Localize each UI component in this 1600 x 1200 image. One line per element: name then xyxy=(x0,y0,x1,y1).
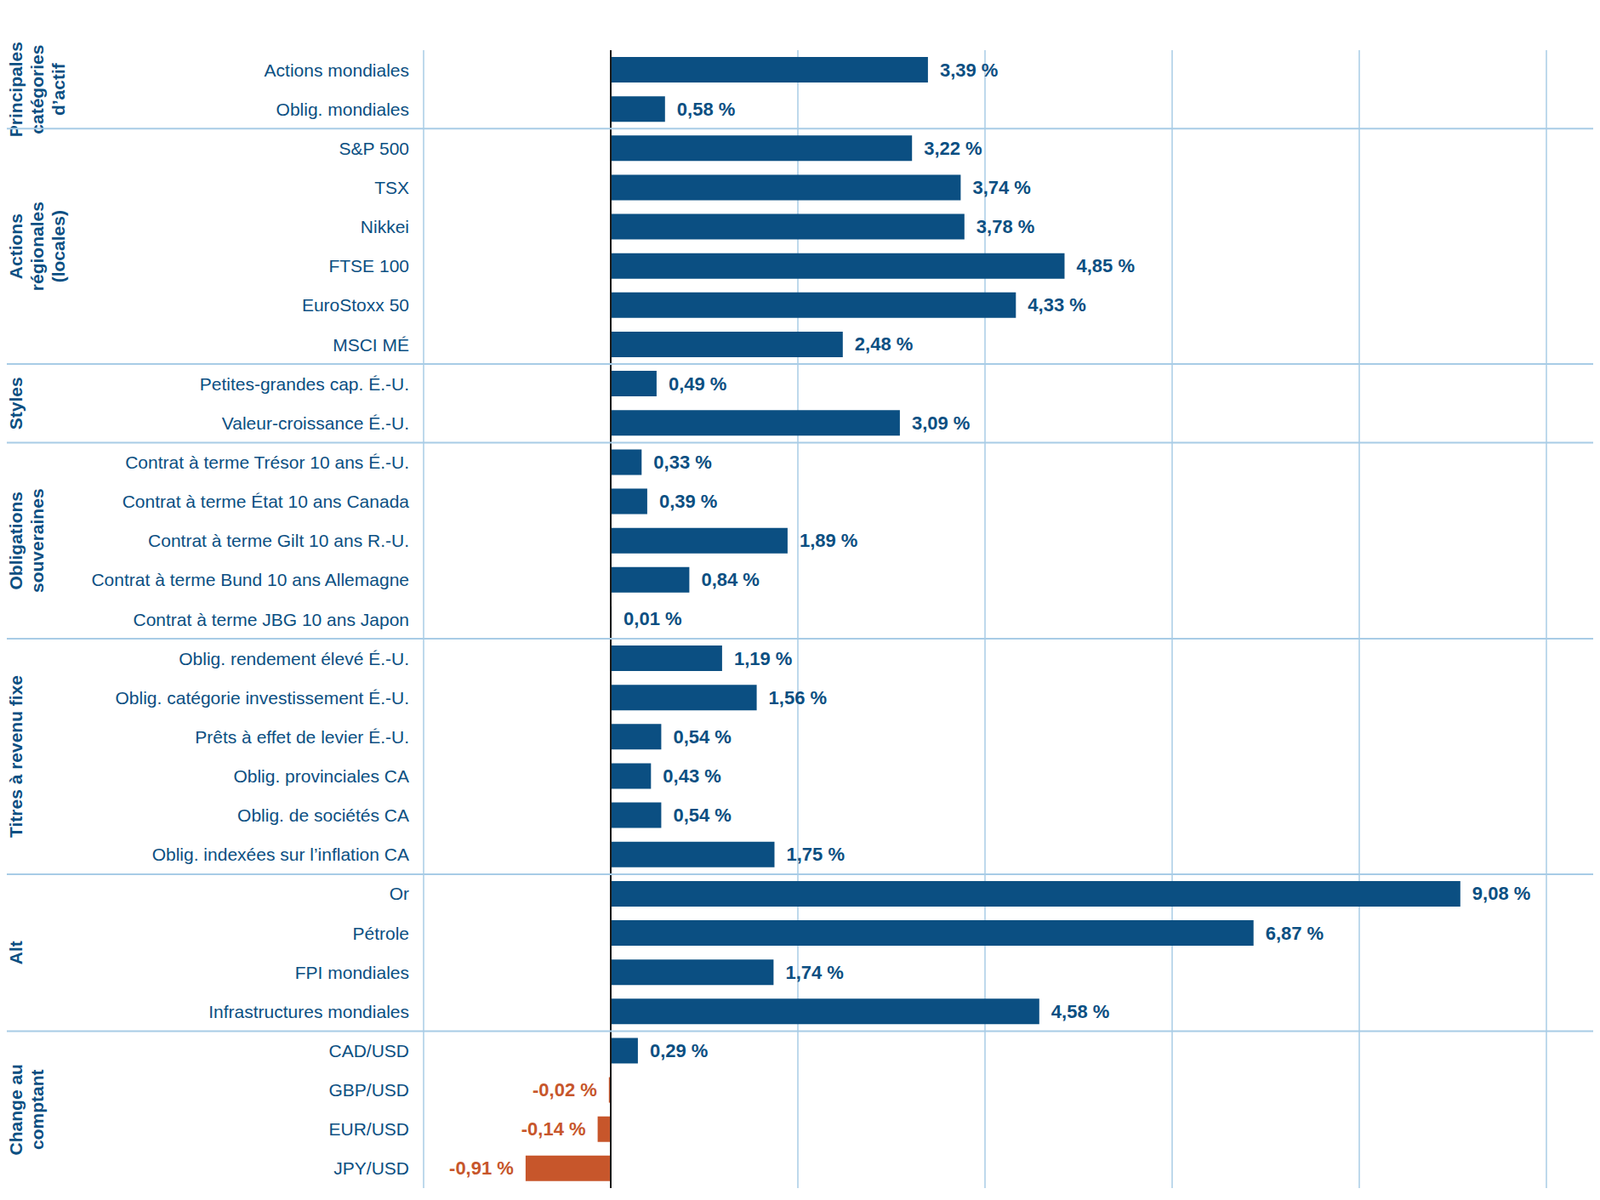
svg-text:3,09 %: 3,09 % xyxy=(911,412,971,434)
svg-text:Nikkei: Nikkei xyxy=(360,216,410,237)
svg-text:3,74 %: 3,74 % xyxy=(972,176,1031,199)
svg-text:EuroStoxx 50: EuroStoxx 50 xyxy=(301,295,410,315)
svg-text:0,54 %: 0,54 % xyxy=(672,804,732,826)
svg-text:Contrat à terme JBG 10 ans Jap: Contrat à terme JBG 10 ans Japon xyxy=(132,609,410,630)
svg-text:catégories: catégories xyxy=(28,45,48,135)
svg-text:Petites-grandes cap. É.-U.: Petites-grandes cap. É.-U. xyxy=(199,374,410,394)
svg-text:Principales: Principales xyxy=(6,41,27,137)
svg-text:1,74 %: 1,74 % xyxy=(785,962,844,984)
svg-text:Oblig. mondiales: Oblig. mondiales xyxy=(276,99,410,120)
svg-text:EUR/USD: EUR/USD xyxy=(328,1119,410,1139)
svg-text:-0,14 %: -0,14 % xyxy=(521,1118,587,1140)
svg-text:d’actif: d’actif xyxy=(49,62,69,116)
svg-text:Actions mondiales: Actions mondiales xyxy=(264,60,410,80)
svg-text:0,49 %: 0,49 % xyxy=(668,373,728,395)
svg-text:1,19 %: 1,19 % xyxy=(734,648,793,670)
svg-text:0,29 %: 0,29 % xyxy=(649,1040,709,1062)
svg-text:GBP/USD: GBP/USD xyxy=(328,1080,410,1100)
svg-text:Contrat à terme Bund 10 ans Al: Contrat à terme Bund 10 ans Allemagne xyxy=(91,569,410,590)
svg-text:1,56 %: 1,56 % xyxy=(768,687,828,709)
svg-text:S&P 500: S&P 500 xyxy=(338,138,410,159)
svg-text:Contrat à terme Trésor 10 ans: Contrat à terme Trésor 10 ans É.-U. xyxy=(125,452,410,473)
svg-text:Styles: Styles xyxy=(6,376,27,430)
svg-text:0,01 %: 0,01 % xyxy=(623,608,683,630)
svg-text:2,48 %: 2,48 % xyxy=(854,333,914,355)
svg-text:Or: Or xyxy=(389,883,410,904)
svg-text:Prêts à effet de levier É.-U.: Prêts à effet de levier É.-U. xyxy=(194,727,410,747)
svg-text:Alt: Alt xyxy=(6,940,27,965)
svg-text:MSCI MÉ: MSCI MÉ xyxy=(332,335,410,355)
svg-text:Contrat à terme État 10 ans Ca: Contrat à terme État 10 ans Canada xyxy=(122,491,410,512)
svg-text:FTSE 100: FTSE 100 xyxy=(328,256,410,276)
svg-text:Contrat à terme Gilt 10 ans R.: Contrat à terme Gilt 10 ans R.-U. xyxy=(148,530,410,551)
svg-text:Oblig. catégorie investissemen: Oblig. catégorie investissement É.-U. xyxy=(115,688,410,708)
svg-text:Oblig. rendement élevé É.-U.: Oblig. rendement élevé É.-U. xyxy=(178,649,410,669)
svg-text:1,89 %: 1,89 % xyxy=(799,529,859,552)
svg-text:TSX: TSX xyxy=(374,177,410,198)
svg-text:4,85 %: 4,85 % xyxy=(1076,255,1136,277)
svg-text:Oblig. provinciales CA: Oblig. provinciales CA xyxy=(233,766,410,786)
svg-text:4,58 %: 4,58 % xyxy=(1051,1001,1111,1023)
svg-text:1,75 %: 1,75 % xyxy=(786,843,846,866)
svg-text:6,87 %: 6,87 % xyxy=(1265,922,1325,945)
svg-text:3,78 %: 3,78 % xyxy=(976,216,1036,238)
svg-text:Change au: Change au xyxy=(6,1064,27,1156)
svg-text:-0,02 %: -0,02 % xyxy=(532,1079,598,1101)
svg-text:Pétrole: Pétrole xyxy=(352,923,410,944)
svg-text:3,39 %: 3,39 % xyxy=(939,59,999,81)
svg-text:0,54 %: 0,54 % xyxy=(672,726,732,748)
svg-text:0,39 %: 0,39 % xyxy=(659,490,718,513)
svg-text:Titres à revenu fixe: Titres à revenu fixe xyxy=(6,675,27,838)
svg-text:0,58 %: 0,58 % xyxy=(677,98,736,120)
svg-text:comptant: comptant xyxy=(28,1069,48,1151)
svg-text:0,33 %: 0,33 % xyxy=(653,451,712,473)
svg-text:(locales): (locales) xyxy=(49,210,69,283)
svg-text:4,33 %: 4,33 % xyxy=(1027,294,1087,316)
svg-text:Infrastructures mondiales: Infrastructures mondiales xyxy=(208,1002,410,1022)
svg-text:Obligations: Obligations xyxy=(6,491,27,591)
svg-text:JPY/USD: JPY/USD xyxy=(333,1158,410,1179)
svg-text:Valeur-croissance É.-U.: Valeur-croissance É.-U. xyxy=(222,413,410,433)
svg-text:FPI mondiales: FPI mondiales xyxy=(295,962,410,983)
svg-text:9,08 %: 9,08 % xyxy=(1472,882,1532,905)
svg-text:régionales: régionales xyxy=(28,201,48,291)
svg-text:Actions: Actions xyxy=(6,213,27,280)
svg-text:0,43 %: 0,43 % xyxy=(662,765,722,787)
svg-text:souveraines: souveraines xyxy=(28,488,48,593)
svg-text:CAD/USD: CAD/USD xyxy=(328,1041,410,1061)
svg-text:Oblig. indexées sur l’inflatio: Oblig. indexées sur l’inflation CA xyxy=(152,844,410,865)
svg-text:-0,91 %: -0,91 % xyxy=(449,1157,514,1179)
svg-text:3,22 %: 3,22 % xyxy=(923,137,983,160)
svg-text:Oblig. de sociétés CA: Oblig. de sociétés CA xyxy=(237,805,410,826)
svg-text:0,84 %: 0,84 % xyxy=(700,569,760,591)
